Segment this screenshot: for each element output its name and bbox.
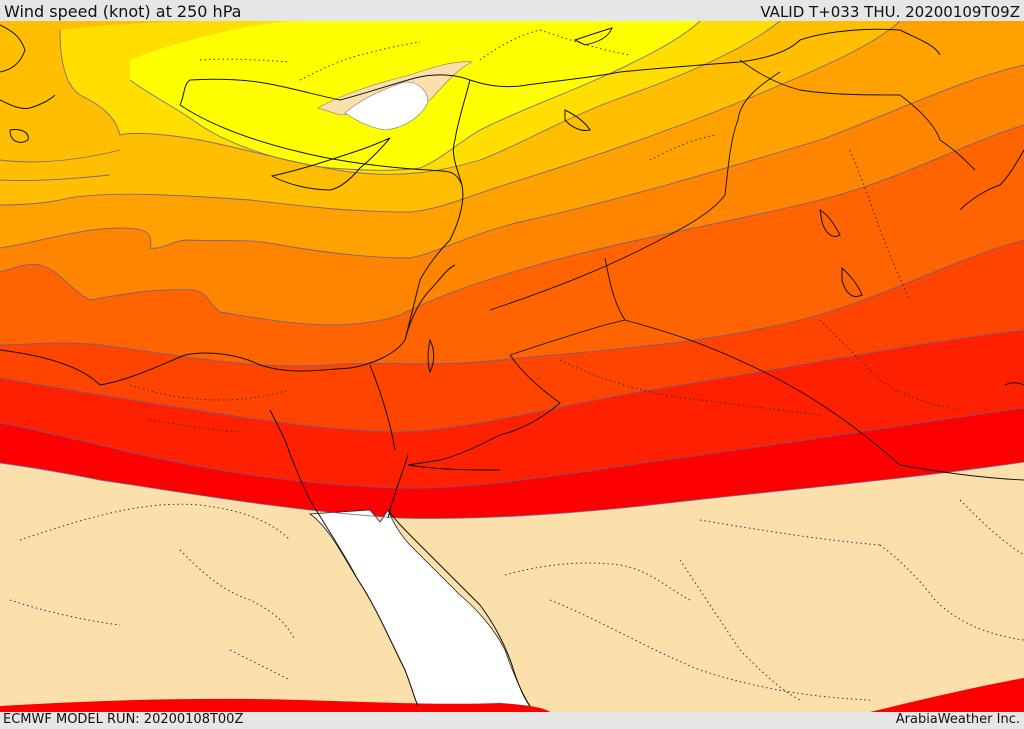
footer-bar: ECMWF MODEL RUN: 20200108T00Z ArabiaWeat… [0, 712, 1024, 729]
model-run-label: ECMWF MODEL RUN: 20200108T00Z [3, 712, 244, 727]
admin-borders [9, 29, 1024, 701]
map-title: Wind speed (knot) at 250 hPa [4, 2, 242, 21]
valid-time: VALID T+033 THU. 20200109T09Z [760, 3, 1020, 21]
brand-label: ArabiaWeather Inc. [895, 712, 1020, 727]
band-red-bottom-right [870, 678, 1024, 712]
white-patch-north [344, 81, 429, 131]
coastlines [0, 24, 1024, 707]
country-borders [407, 59, 1024, 481]
header-bar: Wind speed (knot) at 250 hPa VALID T+033… [0, 0, 1024, 21]
isotach-contours [0, 20, 1024, 519]
band-red-bottom [0, 698, 550, 712]
wind-speed-map [0, 20, 1024, 712]
